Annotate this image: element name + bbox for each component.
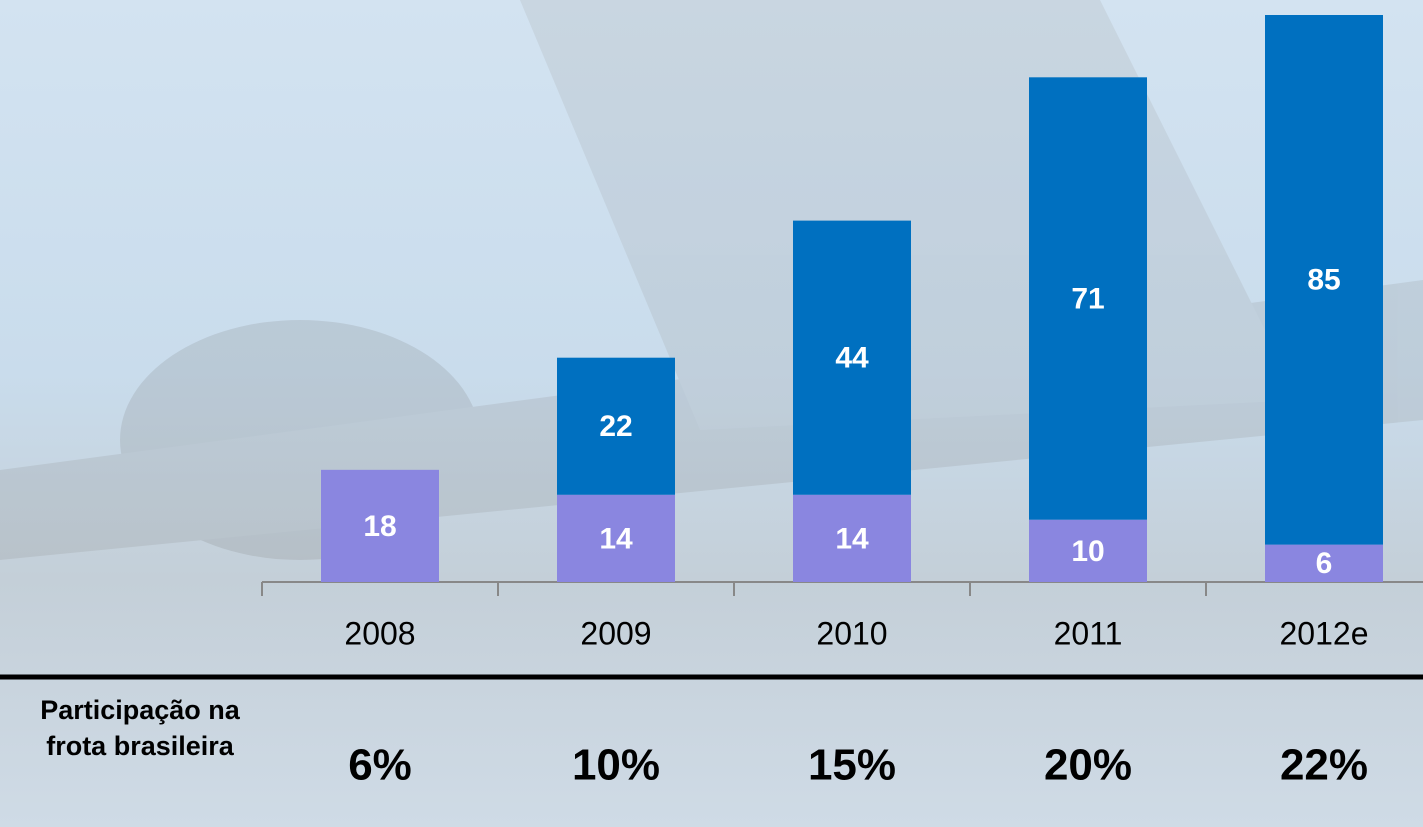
bar-segment <box>557 494 675 582</box>
data-label: 44 <box>835 342 869 375</box>
data-label: 22 <box>599 410 632 443</box>
x-tick-label: 2008 <box>344 615 415 651</box>
data-label: 71 <box>1071 282 1104 315</box>
data-label: 6 <box>1316 547 1333 580</box>
data-label: 14 <box>599 522 633 555</box>
share-value: 20% <box>1044 741 1132 790</box>
data-label: 18 <box>363 510 396 543</box>
background-plane <box>0 0 1423 560</box>
x-tick-label: 2012e <box>1280 615 1369 651</box>
bar-segment <box>793 494 911 582</box>
bar-segment <box>1265 544 1383 582</box>
bar-segment <box>793 220 911 495</box>
x-tick-label: 2011 <box>1054 615 1123 651</box>
bar-segment <box>1029 77 1147 520</box>
share-value: 15% <box>808 741 896 790</box>
data-label: 85 <box>1307 264 1340 297</box>
bar-segment <box>321 469 439 582</box>
bar-segment <box>1265 15 1383 545</box>
x-tick-label: 2010 <box>816 615 887 651</box>
data-label: 14 <box>835 522 869 555</box>
share-value: 6% <box>348 741 412 790</box>
x-tick-label: 2009 <box>580 615 651 651</box>
share-value: 22% <box>1280 741 1368 790</box>
bar-segment <box>557 357 675 495</box>
row-label: Participação na frota brasileira <box>40 695 240 761</box>
share-value: 10% <box>572 741 660 790</box>
bar-segment <box>1029 519 1147 582</box>
data-label: 10 <box>1071 535 1104 568</box>
